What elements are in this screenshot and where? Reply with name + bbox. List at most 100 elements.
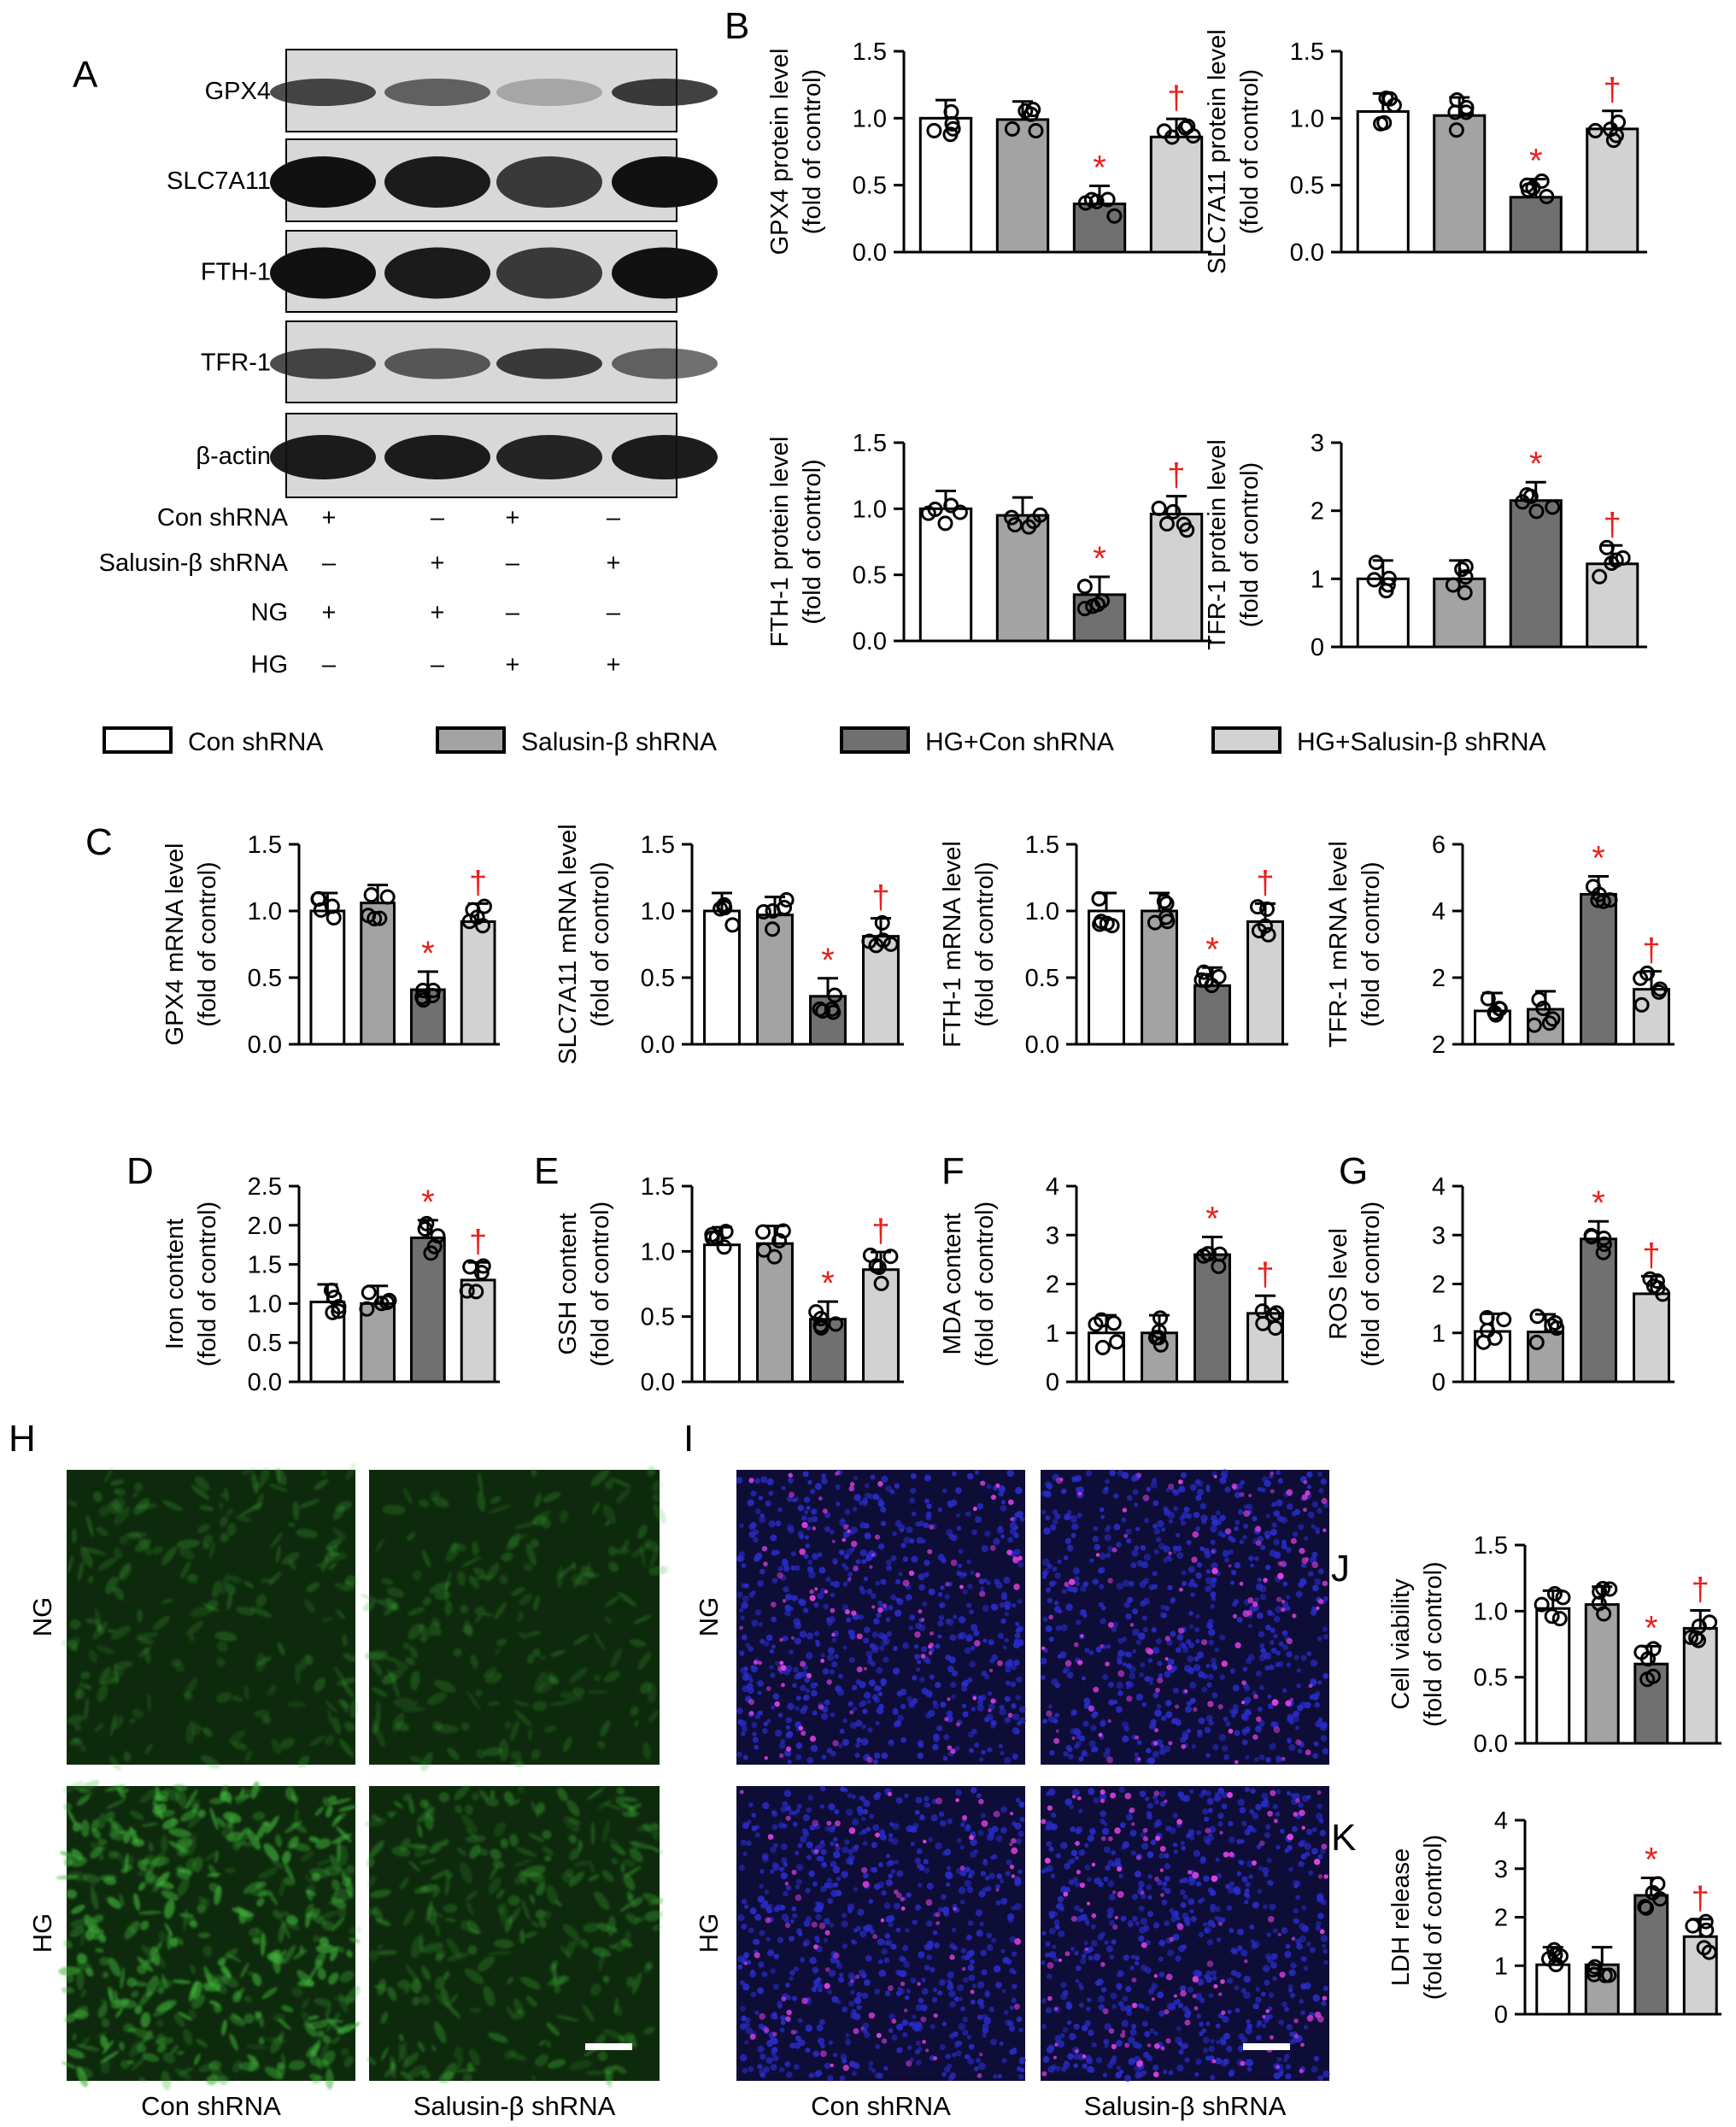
nucleus <box>900 1703 906 1710</box>
nucleus <box>758 1495 764 1501</box>
green-cell <box>620 1938 633 1948</box>
nucleus <box>1140 1600 1147 1607</box>
green-cell <box>191 1726 201 1736</box>
nucleus <box>1014 1902 1022 1911</box>
nucleus <box>1146 1486 1152 1492</box>
nucleus <box>991 1937 997 1943</box>
green-cell <box>610 1648 622 1667</box>
nucleus <box>946 1710 953 1718</box>
nucleus <box>803 1496 811 1503</box>
nucleus <box>783 1789 792 1798</box>
nucleus <box>1083 1697 1091 1705</box>
dhe-signal <box>1267 1810 1274 1817</box>
data-point <box>1088 193 1105 209</box>
dhe-signal <box>818 1922 826 1930</box>
dhe-signal <box>1235 1642 1241 1648</box>
green-cell <box>438 2071 455 2083</box>
green-cell <box>97 2003 108 2018</box>
nucleus <box>965 1824 971 1832</box>
nucleus <box>1313 1741 1318 1746</box>
nucleus <box>1099 1793 1107 1801</box>
dhe-signal <box>853 2028 859 2035</box>
nucleus <box>890 1869 896 1874</box>
nucleus <box>1241 1739 1248 1746</box>
nucleus <box>894 1484 900 1489</box>
nucleus <box>860 1589 866 1595</box>
green-cell <box>467 1945 478 1955</box>
dhe-signal <box>1053 2055 1058 2059</box>
nucleus <box>1050 1823 1059 1830</box>
blot-band <box>612 79 718 106</box>
nucleus <box>956 1633 963 1640</box>
nucleus <box>858 1969 866 1977</box>
green-cell <box>255 1655 272 1666</box>
dhe-signal <box>1286 1489 1293 1496</box>
green-cell <box>179 1809 198 1822</box>
nucleus <box>1276 1845 1281 1850</box>
green-cell <box>560 1691 584 1701</box>
nucleus <box>1107 1545 1114 1553</box>
green-cell <box>562 1736 572 1753</box>
nucleus <box>969 1748 974 1754</box>
green-cell <box>226 1507 233 1516</box>
nucleus <box>766 1478 774 1486</box>
data-point <box>476 898 492 914</box>
nucleus <box>1058 1930 1065 1937</box>
nucleus <box>851 2071 857 2077</box>
y-axis-label: GPX4 mRNA level <box>161 843 189 1046</box>
nucleus <box>1244 2059 1252 2066</box>
nucleus <box>1315 1925 1322 1931</box>
nucleus <box>1094 1980 1101 1986</box>
nucleus <box>952 1927 957 1932</box>
green-cell <box>107 1897 122 1909</box>
nucleus <box>803 1830 810 1837</box>
nucleus <box>1009 2005 1014 2011</box>
green-cell <box>202 1945 213 1957</box>
nucleus <box>1142 1627 1148 1633</box>
green-cell <box>563 1816 580 1833</box>
nucleus <box>1195 2058 1202 2065</box>
nucleus <box>958 2023 965 2030</box>
nucleus <box>947 1665 954 1672</box>
dhe-signal <box>969 1835 975 1841</box>
green-cell <box>98 1666 112 1684</box>
nucleus <box>808 1571 816 1578</box>
green-cell <box>331 2036 341 2045</box>
green-cell <box>408 1798 415 1814</box>
nucleus <box>1246 2018 1251 2024</box>
nucleus <box>1205 1577 1213 1584</box>
dhe-signal <box>1117 1890 1124 1898</box>
nucleus <box>1129 1672 1136 1679</box>
green-cell <box>325 1701 338 1713</box>
nucleus <box>1054 1924 1060 1930</box>
dhe-signal <box>830 1607 836 1613</box>
nucleus <box>861 1559 867 1565</box>
nucleus <box>1205 1585 1211 1593</box>
nucleus <box>1189 1835 1195 1841</box>
dhe-signal <box>1151 1997 1155 2001</box>
data-point <box>937 515 953 532</box>
nucleus <box>1167 1584 1173 1590</box>
green-cell <box>168 1828 191 1838</box>
green-cell <box>187 1810 204 1829</box>
nucleus <box>975 1516 982 1524</box>
dhe-signal <box>1165 2038 1171 2044</box>
nucleus <box>932 1988 938 1993</box>
nucleus <box>1301 1956 1307 1962</box>
nucleus <box>784 1593 793 1601</box>
nucleus <box>1087 1835 1094 1842</box>
nucleus <box>949 2001 956 2008</box>
nucleus <box>806 1854 812 1860</box>
nucleus <box>966 1559 971 1565</box>
nucleus <box>805 1543 811 1549</box>
green-cell <box>216 1641 228 1652</box>
nucleus <box>1149 2028 1155 2034</box>
nucleus <box>921 1977 926 1983</box>
green-cell <box>460 1920 471 1926</box>
nucleus <box>924 1474 931 1482</box>
nucleus <box>1075 1978 1080 1983</box>
nucleus <box>1295 1590 1303 1598</box>
nucleus <box>829 1922 835 1928</box>
green-cell <box>109 1479 125 1486</box>
